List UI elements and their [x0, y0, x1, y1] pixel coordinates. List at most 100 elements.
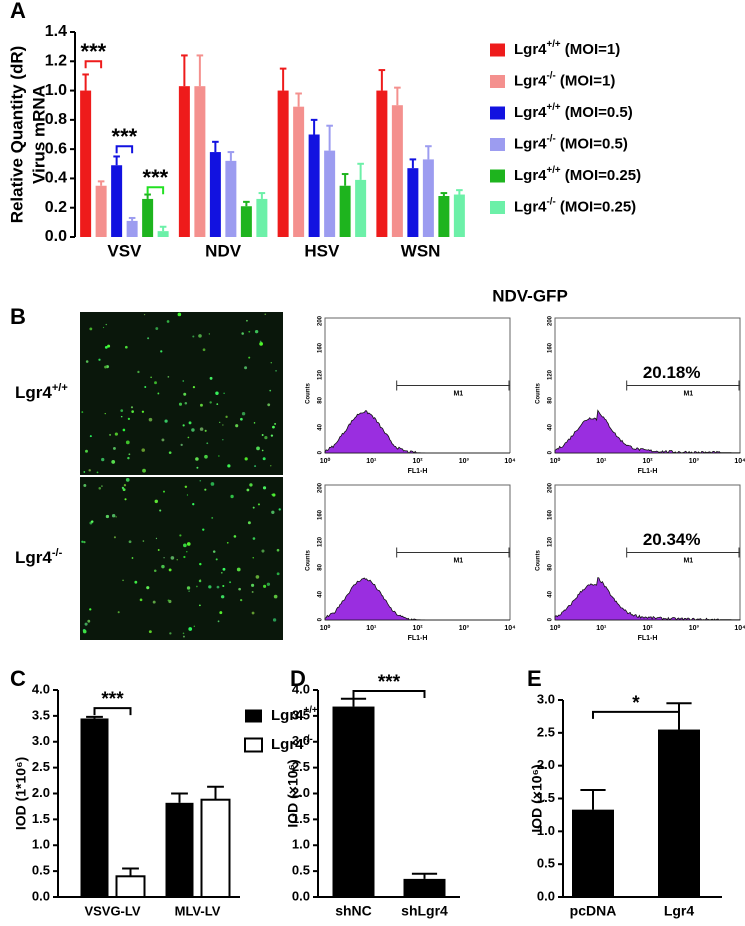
histogram-x-tick: 10³: [459, 625, 470, 632]
error-bar: [196, 54, 204, 87]
panel-letter: E: [527, 666, 542, 691]
fluorescent-cell: [163, 557, 165, 559]
fluorescent-cell: [199, 479, 202, 482]
fluorescent-cell: [222, 567, 226, 571]
fluorescent-cell: [217, 620, 220, 623]
fluorescent-cell: [117, 611, 120, 614]
histogram-y-tick: 160: [318, 342, 324, 353]
error-bar: [82, 73, 89, 91]
fluorescent-cell: [102, 326, 105, 329]
fluorescent-cell: [179, 534, 182, 537]
histogram-x-tick: 10⁰: [550, 457, 561, 465]
fluorescent-cell: [182, 380, 185, 382]
bar: [256, 198, 268, 237]
histogram-x-tick: 10³: [689, 458, 700, 465]
fluorescent-cell: [204, 454, 208, 459]
gate-marker: [396, 380, 510, 391]
fluorescent-cell: [241, 412, 246, 416]
fluorescent-cell: [168, 568, 172, 572]
fluorescent-cell: [81, 411, 84, 413]
fluorescent-cell: [111, 514, 116, 518]
bar: [376, 90, 388, 237]
fluorescent-cell: [199, 579, 201, 581]
fluorescent-cell: [261, 549, 265, 553]
fluorescent-cell: [128, 453, 131, 456]
histogram: [324, 577, 510, 621]
fluorescent-cell: [182, 632, 185, 635]
y-tick-label: 4.0: [292, 681, 310, 696]
error-bar: [326, 124, 333, 151]
x-tick-label: shNC: [335, 903, 372, 919]
histogram-x-tick: 10²: [412, 458, 423, 465]
bar: [115, 875, 146, 898]
fluorescent-cell: [131, 557, 134, 559]
fluorescent-cell: [112, 446, 116, 450]
fluorescent-cell: [182, 424, 185, 427]
fluorescent-cell: [83, 483, 87, 487]
y-tick-label: 0.0: [32, 888, 50, 903]
histogram-y-tick: 120: [548, 369, 554, 380]
row-label: Lgr4-/-: [15, 547, 63, 568]
y-tick-label: 1.2: [45, 53, 67, 70]
histogram-x-tick: 10¹: [366, 458, 377, 465]
fluorescent-cell: [208, 333, 211, 335]
fluorescent-cell: [123, 484, 127, 487]
panel-letter: C: [10, 666, 26, 691]
fluorescent-cell: [199, 427, 204, 431]
bar: [225, 160, 237, 237]
fluorescent-cell: [262, 486, 267, 490]
significance-bracket: [592, 710, 680, 719]
fluorescent-cell: [235, 424, 239, 428]
histogram-x-tick: 10⁴: [734, 625, 745, 632]
fluorescent-cell: [199, 562, 202, 566]
error-bar: [97, 180, 105, 186]
bar: [194, 86, 206, 237]
fluorescent-cell: [264, 436, 268, 440]
error-bar: [258, 192, 266, 199]
histogram-x-tick: 10⁰: [550, 624, 561, 632]
y-axis-label: Virus mRNA: [29, 85, 48, 184]
error-bar: [341, 173, 349, 186]
significance-label: *: [632, 693, 640, 714]
y-tick-label: 2.0: [537, 757, 555, 772]
fluorescent-cell: [142, 540, 145, 542]
histogram-y-tick: 80: [318, 563, 324, 570]
error-bar: [425, 145, 432, 160]
x-tick-label: NDV: [205, 241, 242, 260]
fluorescent-cell: [278, 508, 281, 511]
fluorescent-cell: [270, 362, 272, 364]
fluorescent-cell: [262, 457, 266, 461]
significance-label: ***: [81, 39, 107, 64]
bar: [142, 198, 154, 237]
y-tick-label: 2.0: [32, 785, 50, 800]
fluorescent-cell: [159, 509, 162, 512]
bar: [165, 802, 194, 897]
fluorescence-image: [80, 312, 283, 475]
fluorescent-cell: [183, 543, 187, 548]
fluorescent-cell: [253, 422, 256, 424]
error-bar: [295, 92, 302, 107]
bar: [324, 150, 336, 237]
bar: [332, 706, 375, 897]
histogram-x-tick: 10⁰: [320, 624, 331, 632]
fluorescent-cell: [248, 330, 251, 333]
fluorescent-cell: [82, 629, 87, 634]
histogram-x-label: FL1-H: [638, 635, 658, 642]
fluorescent-cell: [216, 585, 220, 589]
error-bar: [86, 715, 103, 719]
y-tick-label: 3.0: [32, 733, 50, 748]
y-axis-label: Relative Quantity (dR): [7, 46, 26, 224]
histogram-y-tick: 200: [318, 482, 324, 493]
legend-label: Lgr4-/- (MOI=1): [514, 71, 615, 90]
legend-label: Lgr4+/+ (MOI=0.25): [514, 165, 641, 184]
histogram-x-tick: 10²: [642, 625, 653, 632]
fluorescent-cell: [101, 457, 105, 462]
histogram-x-tick: 10³: [689, 625, 700, 632]
significance-bracket: [93, 707, 132, 716]
fluorescent-cell: [219, 421, 221, 424]
histogram-x-tick: 10⁰: [320, 457, 331, 465]
fluorescent-cell: [240, 598, 243, 602]
legend-label: Lgr4+/+ (MOI=0.5): [514, 102, 633, 121]
fluorescent-cell: [105, 323, 107, 326]
fluorescent-cell: [125, 440, 130, 445]
